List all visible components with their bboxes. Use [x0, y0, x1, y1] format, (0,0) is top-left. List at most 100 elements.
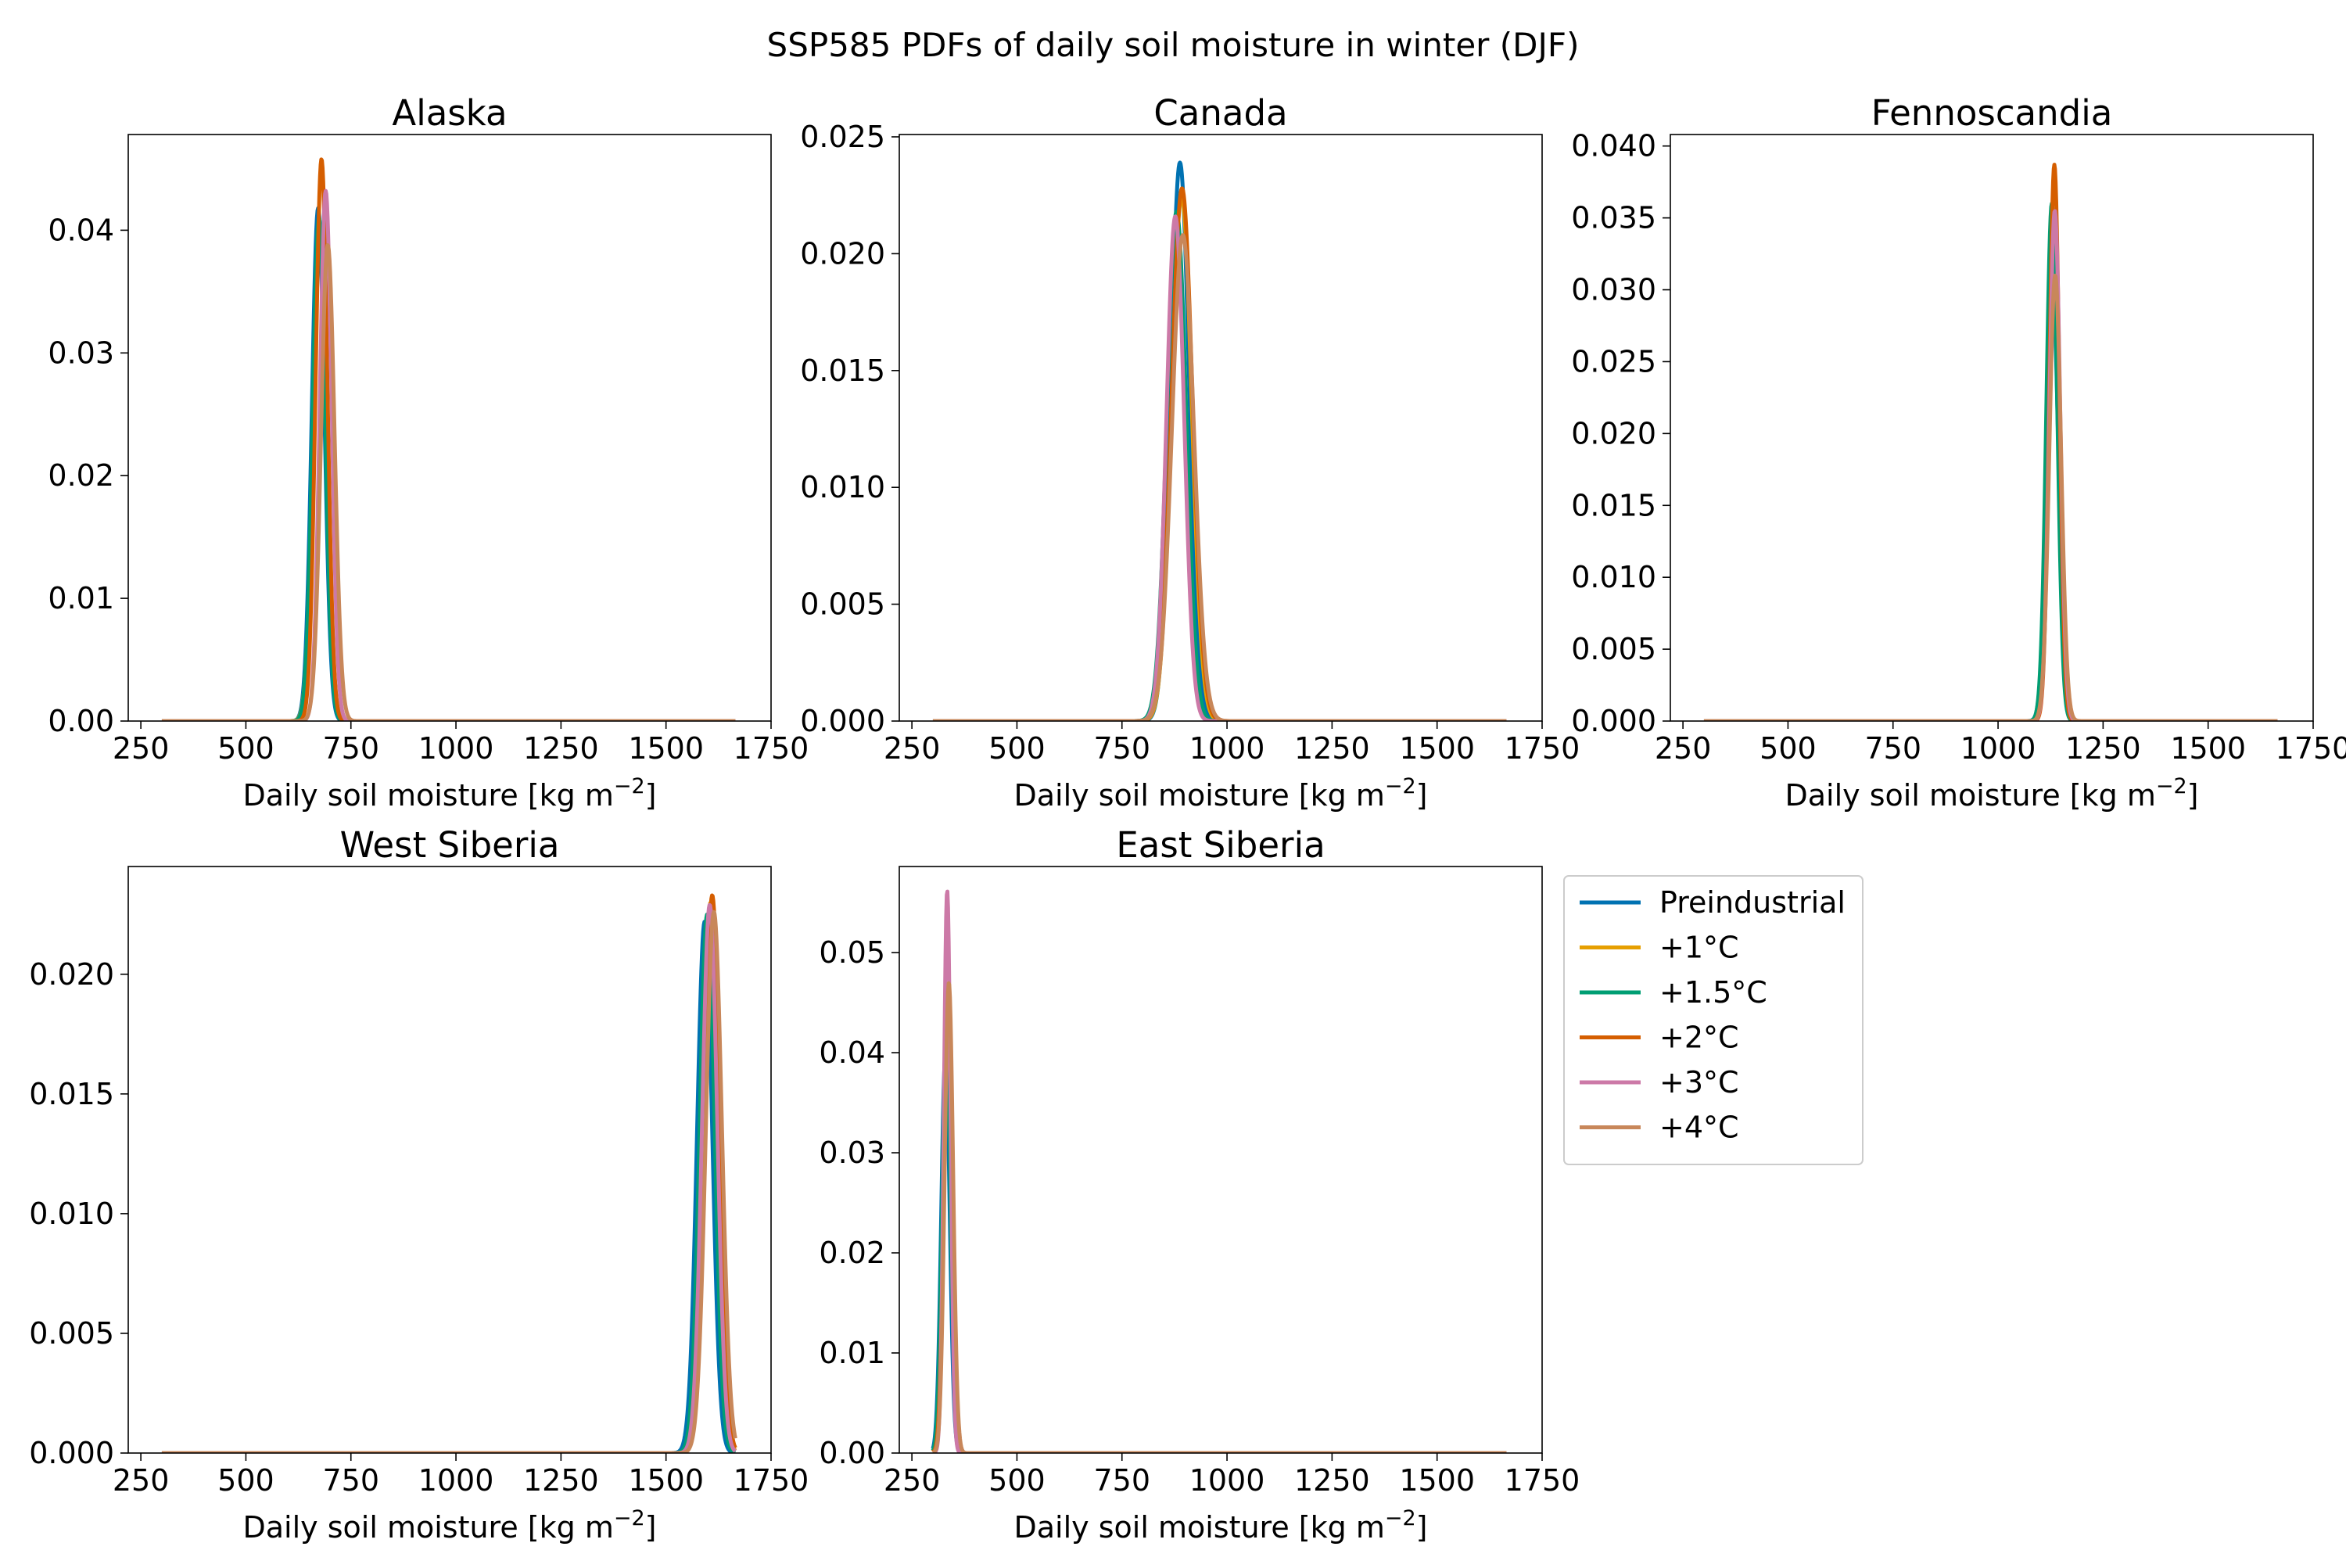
series-line-plus-4c	[931, 233, 1508, 721]
series-line-plus-1-5c	[160, 216, 737, 721]
series-line-preindustrial	[1702, 288, 2280, 721]
series-line-plus-3c	[160, 902, 737, 1453]
x-tick-label: 500	[217, 1463, 274, 1498]
subplot-title: East Siberia	[1116, 824, 1325, 866]
series-line-preindustrial	[931, 160, 1508, 721]
subplot-title: Canada	[1153, 92, 1287, 134]
x-tick-label: 1250	[1294, 1463, 1370, 1498]
x-axis-label: Daily soil moisture [kg m−2]	[242, 774, 656, 813]
x-axis-label-superscript: −2	[1385, 1506, 1416, 1530]
x-axis-label-superscript: −2	[614, 774, 645, 798]
x-axis-label-main: Daily soil moisture [kg m	[1785, 778, 2155, 813]
series-line-plus-3c	[931, 889, 1508, 1453]
x-tick-label: 1250	[523, 1463, 599, 1498]
y-tick-label: 0.03	[819, 1136, 885, 1170]
y-tick-label: 0.005	[1571, 632, 1656, 666]
y-tick-label: 0.010	[29, 1197, 114, 1231]
x-tick-label: 1000	[1189, 731, 1265, 766]
x-axis-label-superscript: −2	[1385, 774, 1416, 798]
panel-alaska: 250 500 750 1000 1250 1500 1750 0.00 0.01 0.02 0.0…	[48, 92, 809, 813]
legend-label-plus-3c: +3°C	[1659, 1065, 1739, 1100]
series-line-plus-3c	[1702, 209, 2280, 721]
series-line-plus-1-5c	[931, 210, 1508, 721]
x-tick-label: 750	[1093, 1463, 1150, 1498]
x-tick-label: 750	[1864, 731, 1921, 766]
series-line-preindustrial	[160, 206, 737, 721]
x-tick-label: 1000	[418, 1463, 494, 1498]
y-tick-label: 0.00	[48, 704, 114, 738]
series-line-plus-1-5c	[1702, 201, 2280, 721]
y-tick-label: 0.020	[800, 236, 885, 271]
x-tick-label: 500	[988, 1463, 1046, 1498]
x-axis-label: Daily soil moisture [kg m−2]	[1785, 774, 2198, 813]
x-tick-label: 750	[322, 731, 379, 766]
panel-canada: 250 500 750 1000 1250 1500 1750 0.000 0.005 0.010…	[800, 92, 1580, 813]
y-tick-label: 0.025	[800, 120, 885, 154]
x-tick-label: 1750	[734, 731, 809, 766]
x-tick-label: 500	[217, 731, 274, 766]
x-tick-label: 1500	[1399, 731, 1475, 766]
series-line-plus-4c	[160, 910, 737, 1453]
figure-title: SSP585 PDFs of daily soil moisture in wi…	[767, 26, 1580, 64]
series-group	[160, 893, 737, 1453]
y-tick-label: 0.005	[29, 1316, 114, 1351]
y-tick-label: 0.000	[1571, 704, 1656, 738]
series-line-plus-1-5c	[931, 1031, 1508, 1453]
x-axis-label-close: ]	[645, 1510, 657, 1545]
panel-west-siberia: 250 500 750 1000 1250 1500 1750 0.000 0.005 0.010…	[29, 824, 809, 1545]
x-axis-label-close: ]	[1416, 1510, 1428, 1545]
y-tick-label: 0.000	[29, 1436, 114, 1470]
x-tick-label: 250	[1655, 731, 1712, 766]
series-line-plus-1c	[931, 193, 1508, 721]
series-line-plus-1c	[1702, 216, 2280, 721]
series-line-plus-1c	[160, 228, 737, 721]
y-tick-label: 0.010	[800, 470, 885, 504]
x-tick-label: 1000	[418, 731, 494, 766]
y-tick-label: 0.025	[1571, 344, 1656, 379]
x-tick-label: 250	[113, 731, 170, 766]
y-tick-label: 0.00	[819, 1436, 885, 1470]
x-axis-label: Daily soil moisture [kg m−2]	[1013, 774, 1427, 813]
x-axis-label: Daily soil moisture [kg m−2]	[1013, 1506, 1427, 1545]
series-group	[931, 889, 1508, 1453]
series-group	[1702, 163, 2280, 721]
x-tick-label: 1750	[1505, 731, 1580, 766]
y-tick-label: 0.01	[48, 581, 114, 615]
x-tick-label: 500	[988, 731, 1046, 766]
series-line-plus-2c	[160, 157, 737, 721]
y-tick-label: 0.000	[800, 704, 885, 738]
series-line-plus-4c	[1702, 274, 2280, 721]
series-group	[160, 157, 737, 721]
x-axis-label-main: Daily soil moisture [kg m	[1013, 1510, 1384, 1545]
y-tick-label: 0.030	[1571, 273, 1656, 307]
subplot-title: Alaska	[392, 92, 507, 134]
legend-label-plus-1-5c: +1.5°C	[1659, 975, 1767, 1010]
axes-frame	[899, 866, 1543, 1454]
subplot-title: Fennoscandia	[1871, 92, 2113, 134]
y-tick-label: 0.020	[29, 957, 114, 992]
series-line-preindustrial	[931, 1050, 1508, 1453]
series-line-plus-1c	[160, 900, 737, 1453]
y-tick-label: 0.005	[800, 587, 885, 622]
y-tick-label: 0.035	[1571, 201, 1656, 235]
x-tick-label: 1250	[2065, 731, 2141, 766]
panel-east-siberia: 250 500 750 1000 1250 1500 1750 0.00 0.01 0.02 0.0…	[819, 824, 1864, 1545]
series-line-preindustrial	[160, 920, 737, 1453]
series-line-plus-3c	[931, 214, 1508, 721]
x-tick-label: 500	[1760, 731, 1817, 766]
legend-label-preindustrial: Preindustrial	[1659, 885, 1846, 920]
y-tick-label: 0.020	[1571, 416, 1656, 450]
series-line-plus-2c	[931, 990, 1508, 1453]
x-axis-label-main: Daily soil moisture [kg m	[242, 778, 613, 813]
x-tick-label: 1000	[1189, 1463, 1265, 1498]
series-line-plus-2c	[1702, 163, 2280, 721]
x-axis-label-main: Daily soil moisture [kg m	[1013, 778, 1384, 813]
x-axis-label-close: ]	[2187, 778, 2199, 813]
x-axis-label: Daily soil moisture [kg m−2]	[242, 1506, 656, 1545]
y-tick-label: 0.040	[1571, 129, 1656, 163]
x-tick-label: 1500	[628, 731, 704, 766]
subplot-title: West Siberia	[340, 824, 560, 866]
legend-label-plus-2c: +2°C	[1659, 1021, 1739, 1055]
